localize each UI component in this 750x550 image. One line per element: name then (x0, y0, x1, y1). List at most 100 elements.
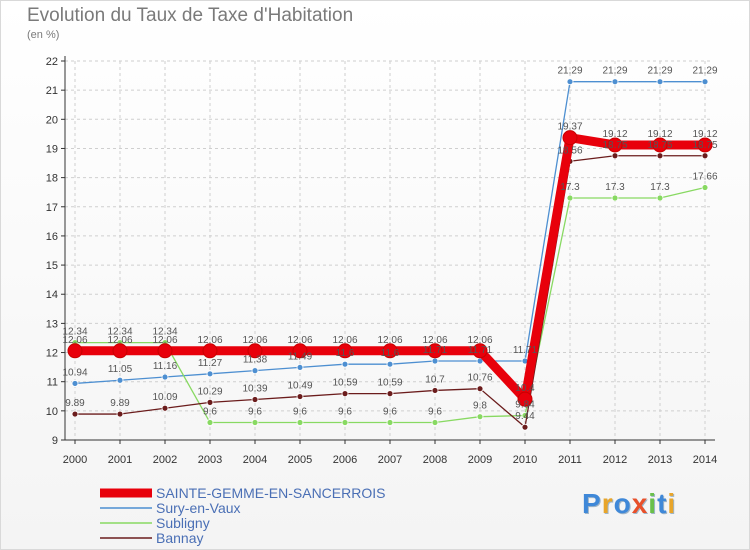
x-tick-label: 2003 (198, 454, 222, 466)
data-point (157, 343, 173, 359)
data-point (656, 194, 664, 202)
data-point (251, 419, 259, 426)
data-label: 11.71 (513, 345, 538, 356)
data-label: 11.6 (381, 348, 400, 359)
x-tick-label: 2011 (558, 454, 582, 466)
data-label: 10.49 (287, 381, 312, 392)
data-label: 11.6 (336, 348, 355, 359)
data-label: 12.06 (332, 335, 357, 346)
data-point (521, 423, 529, 431)
y-tick-label: 14 (46, 289, 58, 301)
data-point (566, 194, 574, 202)
data-label: 19.12 (647, 129, 672, 140)
data-label: 17.3 (560, 182, 580, 193)
data-label: 9.6 (383, 407, 397, 418)
data-label: 10.4 (515, 383, 535, 394)
data-label: 12.06 (287, 335, 312, 346)
data-label: 12.06 (62, 335, 87, 346)
x-tick-label: 2013 (648, 454, 672, 466)
data-label: 12.06 (107, 335, 132, 346)
data-point (202, 343, 218, 359)
data-label: 10.09 (152, 392, 177, 403)
data-label: 10.39 (242, 383, 267, 394)
data-point (251, 367, 259, 375)
data-label: 12.34 (152, 327, 177, 338)
data-label: 12.34 (107, 327, 132, 338)
data-label: 11.05 (108, 364, 133, 375)
legend-label: Bannay (156, 530, 203, 546)
data-point (427, 343, 443, 359)
data-point (607, 137, 623, 153)
data-point (656, 152, 664, 160)
data-label: 18.56 (557, 145, 582, 156)
data-point (296, 419, 304, 426)
data-point (161, 373, 169, 381)
data-point (701, 184, 709, 191)
data-label: 11.27 (198, 358, 223, 369)
data-point (206, 398, 214, 406)
data-label: 9.8 (473, 401, 487, 412)
data-point (431, 357, 439, 365)
data-point (251, 396, 259, 403)
data-label: 19.12 (692, 129, 717, 140)
data-point (611, 194, 619, 202)
data-point (472, 343, 488, 359)
data-label: 11.38 (243, 355, 268, 366)
data-label: 21.29 (692, 66, 717, 77)
y-tick-label: 21 (46, 85, 58, 97)
data-point (652, 137, 668, 153)
y-tick-label: 12 (46, 348, 58, 360)
data-label: 9.6 (428, 407, 442, 418)
data-label: 17.3 (605, 182, 625, 193)
data-label: 17.3 (650, 182, 670, 193)
data-point (476, 413, 484, 421)
data-label: 12.06 (197, 335, 222, 346)
data-label: 9.6 (293, 407, 307, 418)
data-point (611, 152, 619, 160)
series-layer (67, 78, 713, 431)
data-label: 11.49 (288, 351, 313, 362)
data-point (247, 343, 263, 359)
x-tick-label: 2009 (468, 454, 492, 466)
data-label: 9.89 (65, 398, 85, 409)
data-point (71, 380, 79, 387)
data-label: 9.6 (248, 407, 262, 418)
data-label: 12.06 (152, 335, 177, 346)
data-point (611, 78, 619, 86)
data-point (341, 390, 349, 398)
data-label: 21.29 (647, 66, 672, 77)
data-point (341, 360, 349, 368)
data-label: 12.06 (422, 335, 447, 346)
data-point (292, 343, 308, 359)
chart-title: Evolution du Taux de Taxe d'Habitation (27, 5, 354, 26)
data-point (566, 78, 574, 86)
data-label: 11.71 (423, 345, 448, 356)
data-point (112, 343, 128, 359)
data-label: 12.06 (467, 335, 492, 346)
x-tick-label: 2007 (378, 454, 402, 466)
x-tick-label: 2001 (108, 454, 132, 466)
data-label: 12.34 (62, 327, 87, 338)
data-point (341, 419, 349, 426)
data-label: 10.59 (332, 378, 357, 389)
data-point (386, 360, 394, 368)
data-point (431, 419, 439, 426)
legend-label: Subligny (156, 515, 210, 531)
data-labels: 12.06 12.06 12.06 12.06 12.06 12.06 12.06 12.06… (62, 66, 717, 422)
data-point (116, 376, 124, 384)
y-tick-label: 16 (46, 231, 58, 243)
proxiti-logo: Proxiti (582, 488, 677, 519)
legend-label: Sury-en-Vaux (156, 500, 241, 516)
data-point (476, 385, 484, 393)
data-label: 18.75 (602, 140, 627, 151)
data-label: 9.6 (203, 407, 217, 418)
data-label: 9.89 (110, 398, 130, 409)
data-point (206, 370, 214, 378)
data-point (562, 130, 578, 146)
x-tick-label: 2005 (288, 454, 312, 466)
x-tick-label: 2008 (423, 454, 447, 466)
data-point (386, 419, 394, 426)
data-label: 10.29 (197, 386, 222, 397)
y-tick-label: 19 (46, 143, 58, 155)
